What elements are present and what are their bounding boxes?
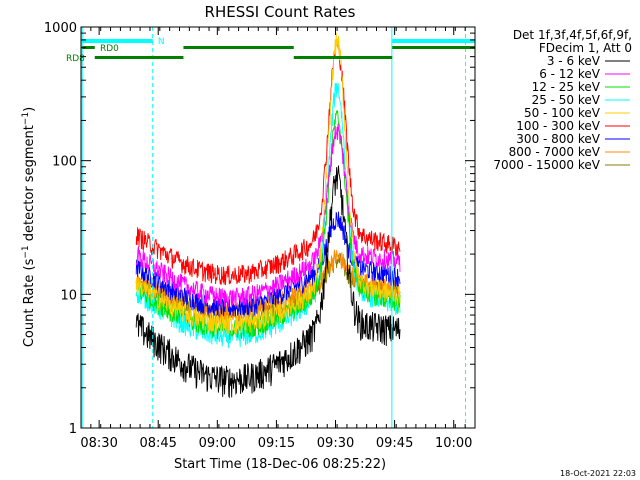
rd8-label: RD8 [66, 54, 85, 64]
legend: Det 1f,3f,4f,5f,6f,9f, FDecim 1, Att 0 3… [493, 28, 632, 172]
legend-label-7: 800 - 7000 keV [509, 145, 601, 159]
series-line-1 [135, 123, 401, 308]
n-label: N [158, 37, 165, 47]
x-tick-label-5: 09:45 [376, 436, 413, 451]
series-line-4 [135, 32, 401, 336]
x-tick-label-2: 09:00 [199, 436, 236, 451]
night-bar-left [82, 39, 153, 43]
y-tick-label-2: 100 [52, 155, 77, 170]
y-tick-label-3: 1000 [44, 21, 77, 36]
legend-label-1: 6 - 12 keV [539, 67, 601, 81]
x-tick-label-6: 10:00 [435, 436, 472, 451]
plot-frame [80, 26, 476, 429]
rd8-bar-left [94, 56, 184, 59]
rd0-label: RD0 [100, 44, 119, 54]
plot-overlays: N RD0 RD8 [66, 27, 475, 428]
plot-series [135, 32, 401, 399]
y-tick-label-1: 10 [60, 288, 77, 303]
legend-label-6: 300 - 800 keV [516, 132, 600, 146]
legend-label-0: 3 - 6 keV [547, 54, 601, 68]
y-axis-label-main: Count Rate (s [22, 258, 37, 347]
series-line-5 [135, 39, 401, 286]
rd0-bar-mid [183, 46, 294, 49]
y-axis-label: Count Rate (s−1 detector segment−1) [21, 107, 37, 347]
y-axis-label-mid: detector segment [22, 125, 37, 245]
legend-header-line1: Det 1f,3f,4f,5f,6f,9f, [513, 28, 632, 42]
legend-label-5: 100 - 300 keV [516, 119, 600, 133]
series-line-6 [135, 211, 401, 317]
night-bar-right [392, 39, 475, 43]
rd8-bar-mid [293, 56, 393, 59]
legend-label-3: 25 - 50 keV [532, 93, 601, 107]
footer-date: 18-Oct-2021 22:03 [560, 469, 636, 478]
rd0-bar-right [392, 46, 475, 49]
y-axis-label-close: ) [22, 107, 37, 112]
x-tick-label-0: 08:30 [80, 436, 117, 451]
rd0-bar-left [82, 46, 95, 49]
series-line-3 [135, 82, 401, 349]
x-tick-label-4: 09:30 [317, 436, 354, 451]
y-axis-label-exp2: −1 [21, 112, 31, 125]
legend-label-4: 50 - 100 keV [524, 106, 601, 120]
x-tick-label-3: 09:15 [258, 436, 295, 451]
x-tick-label-1: 08:45 [139, 436, 176, 451]
legend-label-8: 7000 - 15000 keV [493, 158, 600, 172]
series-line-0 [135, 165, 401, 399]
chart-title: RHESSI Count Rates [205, 3, 356, 21]
x-axis-label: Start Time (18-Dec-06 08:25:22) [174, 457, 386, 472]
legend-header-line2: FDecim 1, Att 0 [539, 41, 632, 55]
y-axis-label-exp1: −1 [21, 245, 31, 258]
legend-label-2: 12 - 25 keV [532, 80, 601, 94]
axes: 08:30 08:45 09:00 09:15 09:30 09:45 10:00 1 10 10… [44, 21, 476, 451]
y-tick-label-0: 1 [69, 422, 77, 437]
